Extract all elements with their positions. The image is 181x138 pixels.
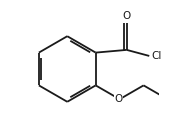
Text: Cl: Cl: [151, 51, 161, 61]
Text: O: O: [114, 94, 123, 104]
Text: O: O: [123, 11, 131, 21]
